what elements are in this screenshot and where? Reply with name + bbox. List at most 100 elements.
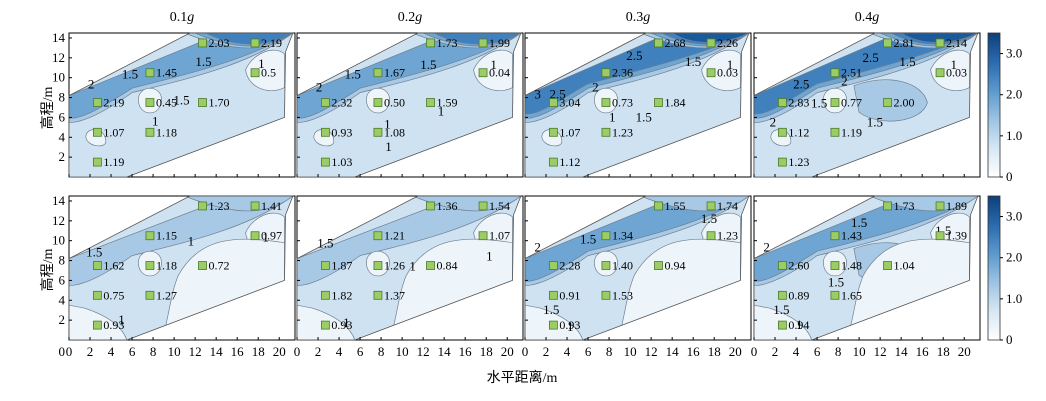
colorbar-tick-label: 3.0 [1006,46,1022,61]
measurement-marker [92,157,102,167]
measurement-value: 1.43 [841,229,862,243]
y-tick-label: 6 [59,272,66,287]
measurement-value: 2.19 [261,36,282,50]
measurement-value: 0.72 [208,259,229,273]
x-tick-label: 18 [252,344,265,359]
measurement-marker [92,320,102,330]
measurement-value: 1.84 [664,96,685,110]
x-tick-label: 4 [336,344,343,359]
contour-label: 1 [950,57,957,72]
measurement-value: 2.32 [331,96,352,110]
measurement-marker [373,98,383,107]
contour-label: 1 [409,259,416,274]
contour-label: 2 [316,80,323,95]
x-tick-label: 6 [585,344,592,359]
measurement-value: 0.94 [788,318,809,332]
measurement-value: 1.53 [612,288,633,302]
measurement-marker [548,98,558,107]
measurement-value: 1.34 [612,229,633,243]
measurement-value: 0.93 [559,318,580,332]
colorbar: 0 1.0 2.0 3.0 [987,195,1022,347]
measurement-value: 0.97 [261,229,282,243]
panel-title-value: 0.3 [626,10,644,25]
colorbar-tick-label: 1.0 [1006,291,1022,306]
contour-label: 2.5 [863,50,879,65]
contour-label: 1 [486,249,493,264]
measurement-value: 2.19 [103,96,124,110]
low-band-zone [473,49,513,92]
measurement-marker [935,68,945,78]
measurement-marker [548,290,558,300]
measurement-value: 1.67 [384,66,405,80]
measurement-value: 1.23 [612,125,633,139]
measurement-marker [145,290,155,300]
contour-label: 2 [534,240,541,255]
x-tick-label: 12 [417,344,430,359]
panel-title: 0.2g [398,10,423,25]
contour-label: 2 [841,74,848,89]
measurement-value: 1.18 [156,259,177,273]
x-tick-label: 10 [853,344,866,359]
contour-panel: 0.4g2.5 22.5 1.5 121.51.52.81 2.142.51 0.032.… [753,10,981,178]
measurement-value: 2.03 [208,36,229,50]
contour-label: 1 [384,116,391,131]
measurement-marker [654,261,663,270]
measurement-value: 0.94 [664,259,685,273]
measurement-value: 1.37 [384,288,405,302]
x-tick-label: 6 [129,344,136,359]
measurement-marker [198,38,207,48]
measurement-value: 1.87 [331,259,352,273]
contour-label: 3 [534,87,541,102]
measurement-value: 1.19 [841,125,862,139]
measurement-value: 0.84 [436,259,457,273]
measurement-value: 1.45 [156,66,177,80]
measurement-value: 0.93 [103,318,124,332]
contour-panel: 0 2 4 6 8 10 12 14 16 18 20 1.5 1 1 1 1.36 1.54 1.21 1.07 1… [294,195,524,359]
low-band-zone [701,49,741,92]
contour-label: 1 [258,56,265,71]
measurement-marker [320,157,330,167]
measurement-value: 1.08 [384,125,405,139]
y-tick-label: 4 [59,129,66,144]
measurement-value: 2.51 [841,66,862,80]
contour-label: 1 [118,312,125,327]
measurement-marker [601,98,611,107]
low-band-zone [160,238,285,340]
axis-labels-layer: 水平距离/m 高程/m 高程/m [39,87,557,386]
measurement-marker [478,231,488,241]
measurement-value: 2.00 [893,96,914,110]
measurement-marker [548,127,558,137]
y-tick-label: 4 [59,292,66,307]
measurement-value: 2.36 [612,66,633,80]
contour-label: 2.5 [549,87,565,102]
measurement-marker [478,201,488,211]
contour-label: 1.5 [580,232,596,247]
x-tick-label: 0 [66,344,73,359]
measurement-value: 1.07 [103,125,124,139]
x-tick-label: 8 [835,344,842,359]
measurement-value: 1.12 [559,155,580,169]
measurement-value: 1.65 [841,288,862,302]
x-tick-label: 2 [772,344,779,359]
measurement-marker [548,320,558,330]
measurement-marker [935,231,945,241]
measurement-value: 0.89 [788,288,809,302]
panel-title-unit: g [643,10,650,25]
contour-label: 1.5 [851,215,867,230]
measurement-marker [777,127,787,137]
x-tick-label: 14 [895,344,909,359]
measurement-value: 0.93 [331,125,352,139]
measurement-marker [426,261,435,270]
x-tick-label: 16 [916,344,930,359]
measurement-marker [654,98,663,107]
measurement-value: 0.50 [384,96,405,110]
measurement-value: 2.26 [717,36,738,50]
measurement-marker [145,231,155,241]
measurement-marker [706,231,716,241]
colorbar-bar [987,195,1001,341]
measurement-value: 2.83 [788,96,809,110]
